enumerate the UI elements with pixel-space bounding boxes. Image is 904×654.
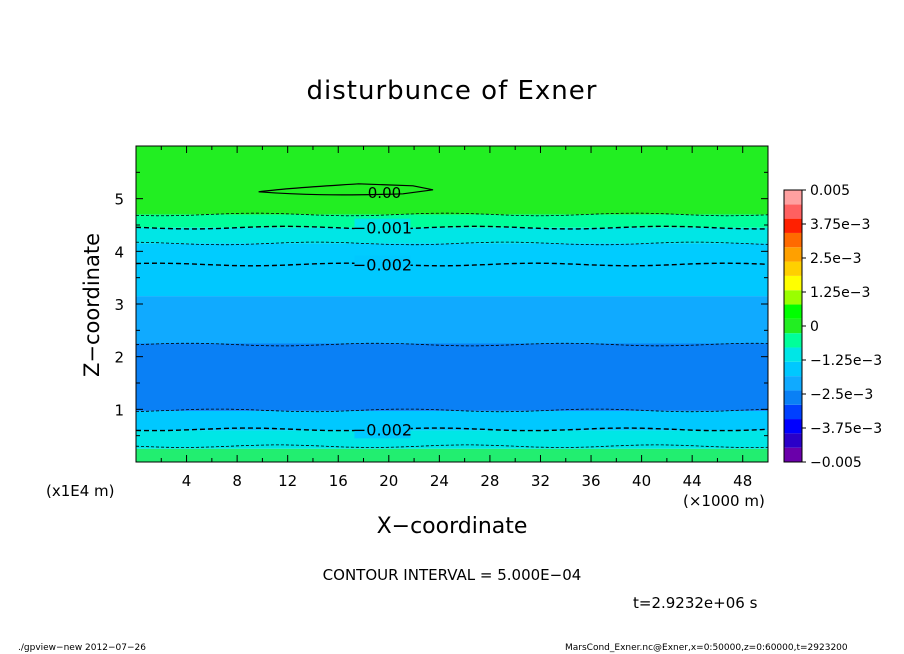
colorbar-swatch-13 bbox=[784, 261, 802, 276]
band-9 bbox=[136, 146, 768, 215]
colorbar-label-3: 1.25e−3 bbox=[810, 285, 870, 301]
band-2 bbox=[136, 410, 768, 431]
footer-right-text: MarsCond_Exner.nc@Exner,x=0:50000,z=0:60… bbox=[565, 643, 848, 653]
colorbar-label-4: 0 bbox=[810, 319, 819, 335]
contour-label-bg-1 bbox=[354, 420, 411, 439]
contour-label-4: −0.002 bbox=[353, 256, 412, 275]
colorbar-swatch-9 bbox=[784, 318, 802, 334]
band-6 bbox=[136, 243, 768, 265]
colorbar-label-2: 2.5e−3 bbox=[810, 251, 862, 267]
colorbar-swatch-0 bbox=[784, 447, 802, 462]
chart-title: disturbunce of Exner bbox=[306, 76, 598, 106]
zero-contour-label: 0.00 bbox=[368, 184, 401, 202]
colorbar-swatch-2 bbox=[784, 419, 802, 434]
colorbar-label-5: −1.25e−3 bbox=[810, 353, 882, 369]
colorbar-swatch-1 bbox=[784, 433, 802, 448]
band-0 bbox=[136, 448, 768, 462]
filled-bands bbox=[136, 146, 768, 462]
colorbar-label-6: −2.5e−3 bbox=[810, 387, 873, 403]
colorbar-swatch-17 bbox=[784, 204, 802, 219]
contour-lines: −0.002 −0.002 −0.001 0.00 bbox=[135, 183, 769, 448]
colorbar-swatch-8 bbox=[784, 333, 802, 348]
x-tick-label-8: 8 bbox=[232, 472, 242, 490]
footer-left-text: ./gpview−new 2012−07−26 bbox=[18, 643, 146, 653]
contour-interval-text: CONTOUR INTERVAL = 5.000E−04 bbox=[322, 566, 582, 584]
y-axis-ticks: 1 2 3 4 5 bbox=[114, 171, 768, 437]
colorbar-swatch-3 bbox=[784, 404, 802, 420]
contour-line-0 bbox=[135, 444, 769, 448]
band-3 bbox=[136, 343, 768, 411]
contour-line-7 bbox=[135, 212, 769, 217]
colorbar-swatch-6 bbox=[784, 361, 802, 377]
zero-contour-loop bbox=[258, 183, 434, 196]
x-tick-label-44: 44 bbox=[683, 472, 702, 490]
contour-line-6 bbox=[135, 225, 768, 230]
x-tick-label-24: 24 bbox=[430, 472, 449, 490]
colorbar-label-7: −3.75e−3 bbox=[810, 421, 882, 437]
y-axis-unit: (x1E4 m) bbox=[46, 482, 115, 500]
y-tick-label-4: 4 bbox=[114, 243, 124, 261]
x-tick-label-4: 4 bbox=[182, 472, 192, 490]
x-tick-label-40: 40 bbox=[632, 472, 651, 490]
colorbar-label-0: 0.005 bbox=[810, 183, 850, 199]
colorbar-swatch-15 bbox=[784, 232, 802, 248]
contour-label-6: −0.001 bbox=[353, 219, 412, 238]
x-tick-label-36: 36 bbox=[581, 472, 600, 490]
x-axis-label: X−coordinate bbox=[376, 514, 528, 539]
band-8 bbox=[136, 214, 768, 228]
y-tick-label-3: 3 bbox=[114, 296, 124, 314]
band-5 bbox=[136, 264, 768, 297]
band-1 bbox=[136, 430, 768, 449]
x-axis-ticks: 4 8 12 16 20 24 28 32 36 40 44 48 bbox=[160, 146, 769, 490]
x-tick-label-32: 32 bbox=[531, 472, 550, 490]
y-tick-label-5: 5 bbox=[114, 191, 124, 209]
contour-line-5 bbox=[135, 241, 769, 246]
contour-label-bg-6 bbox=[354, 218, 411, 237]
contour-line-1 bbox=[135, 427, 769, 432]
x-tick-label-16: 16 bbox=[329, 472, 348, 490]
colorbar-swatch-11 bbox=[784, 290, 802, 305]
contour-label-bg-4 bbox=[354, 255, 411, 274]
colorbar-swatch-4 bbox=[784, 390, 802, 405]
contour-line-4 bbox=[135, 262, 769, 267]
colorbar-swatch-12 bbox=[784, 275, 802, 291]
contour-label-1: −0.002 bbox=[353, 420, 412, 439]
x-tick-label-48: 48 bbox=[733, 472, 752, 490]
colorbar-swatch-5 bbox=[784, 376, 802, 391]
x-tick-label-12: 12 bbox=[278, 472, 297, 490]
y-axis-label: Z−coordinate bbox=[80, 233, 104, 377]
x-tick-label-28: 28 bbox=[480, 472, 499, 490]
x-axis-unit: (×1000 m) bbox=[683, 492, 765, 510]
colorbar-swatch-16 bbox=[784, 218, 802, 233]
contour-line-2 bbox=[135, 408, 769, 413]
colorbar-swatch-10 bbox=[784, 304, 802, 319]
y-tick-label-2: 2 bbox=[114, 349, 124, 367]
contour-line-3 bbox=[135, 342, 769, 347]
band-7 bbox=[136, 227, 768, 244]
band-4 bbox=[136, 296, 768, 344]
x-tick-label-20: 20 bbox=[379, 472, 398, 490]
colorbar-label-1: 3.75e−3 bbox=[810, 217, 870, 233]
colorbar-swatch-14 bbox=[784, 247, 802, 262]
colorbar-swatch-7 bbox=[784, 347, 802, 362]
colorbar-swatch-18 bbox=[784, 190, 802, 205]
time-label: t=2.9232e+06 s bbox=[633, 594, 758, 612]
y-tick-label-1: 1 bbox=[114, 401, 124, 419]
colorbar-label-8: −0.005 bbox=[810, 455, 862, 471]
colorbar: 0.005 3.75e−3 2.5e−3 1.25e−3 0 −1.25e−3 −2.5e−… bbox=[783, 183, 882, 471]
